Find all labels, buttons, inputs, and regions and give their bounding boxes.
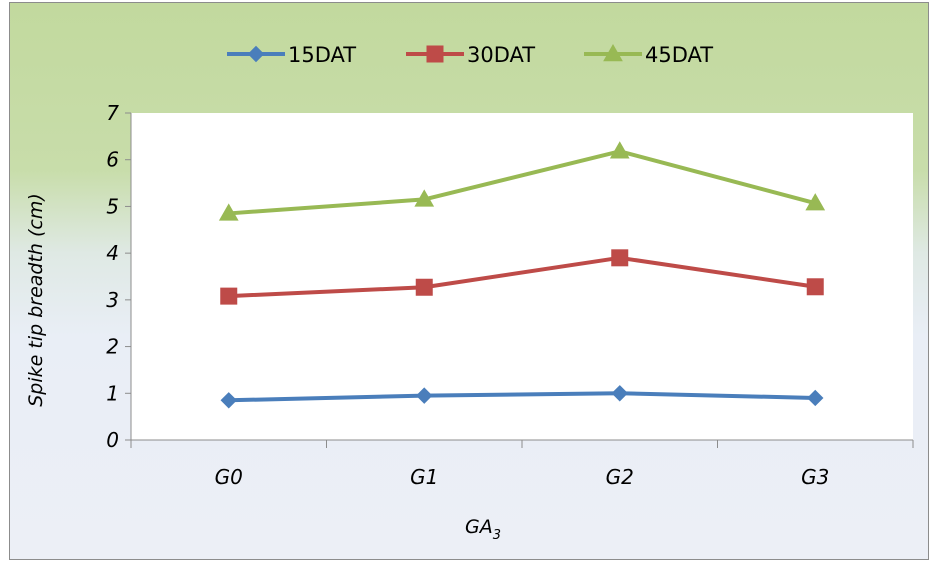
legend-marker [426,45,444,63]
legend-item: 15DAT [227,43,356,67]
y-axis-title: Spike tip breadth (cm) [25,193,47,407]
series-30DAT [220,249,824,305]
data-point [218,203,239,221]
x-axis-title: GA3 [465,516,501,543]
legend: 15DAT 30DAT 45DAT [227,43,713,67]
data-point [220,392,237,409]
data-point [611,249,629,267]
y-tick-label: 7 [106,101,119,125]
y-tick-label: 2 [106,335,119,359]
legend-marker [603,43,623,62]
data-point [609,141,630,159]
legend-marker [247,45,265,63]
legend-item: 30DAT [406,43,535,67]
series-line [228,391,816,403]
y-tick-label: 3 [106,288,119,312]
x-tick-label: G3 [801,465,829,489]
y-axis [125,112,132,441]
data-point [415,278,433,296]
x-tick-label: G1 [410,465,438,489]
x-tick-labels: G0 G1 G2 G3 [215,465,830,489]
series-layer [218,141,826,409]
data-point [805,193,826,211]
x-axis [130,439,914,448]
series-45DAT [218,141,826,221]
legend-item: 45DAT [584,43,713,67]
y-tick-label: 0 [106,428,119,452]
x-tick-label: G0 [215,465,243,489]
data-point [611,385,628,402]
legend-label: 30DAT [467,43,535,67]
y-tick-label: 5 [106,194,119,218]
data-point [416,387,433,404]
series-15DAT [220,385,824,409]
y-tick-labels: 0 1 2 3 4 5 6 7 [106,101,119,452]
series-line [228,149,816,216]
x-axis-title-main: GA [465,516,493,538]
y-tick-label: 4 [106,241,119,265]
x-tick-label: G2 [606,465,634,489]
data-point [807,389,824,407]
data-point [220,287,238,305]
legend-label: 15DAT [288,43,356,67]
x-axis-title-subscript: 3 [493,528,501,543]
y-tick-label: 6 [106,148,119,172]
series-line [228,255,816,299]
y-tick-label: 1 [106,381,119,405]
legend-label: 45DAT [645,43,713,67]
data-point [806,278,824,296]
plot-area [131,113,913,440]
data-point [414,189,435,207]
